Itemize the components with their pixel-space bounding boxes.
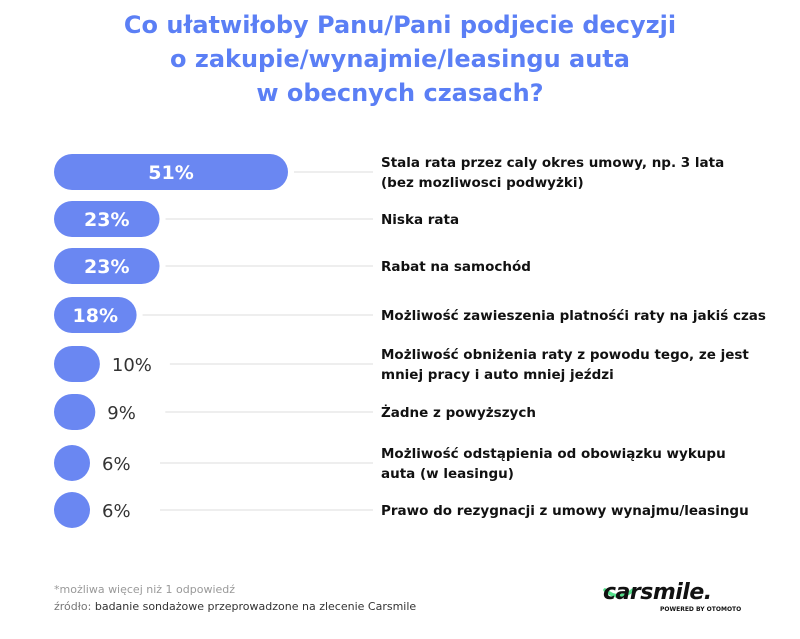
category-label: Rabat na samochód bbox=[381, 259, 531, 275]
category-label: Stala rata przez caly okres umowy, np. 3… bbox=[381, 155, 724, 191]
bar bbox=[54, 346, 100, 382]
bar bbox=[54, 445, 90, 481]
source-note: źródło: badanie sondażowe przeprowadzone… bbox=[54, 600, 416, 613]
category-label-line: Niska rata bbox=[381, 212, 459, 228]
category-label-line: Możliwość obniżenia raty z powodu tego, … bbox=[381, 347, 749, 363]
bar bbox=[54, 297, 137, 333]
logo-swoosh-icon bbox=[603, 588, 635, 598]
category-label-line: Rabat na samochód bbox=[381, 259, 531, 275]
value-label: 9% bbox=[107, 403, 136, 424]
value-label: 51% bbox=[148, 162, 193, 184]
value-label: 23% bbox=[84, 256, 129, 278]
category-label-line: mniej pracy i auto mniej jeździ bbox=[381, 367, 614, 383]
category-label: Prawo do rezygnacji z umowy wynajmu/leas… bbox=[381, 503, 749, 519]
bar bbox=[54, 492, 90, 528]
bar bbox=[54, 248, 160, 284]
source-prefix: źródło: bbox=[54, 600, 92, 613]
bar bbox=[54, 394, 96, 430]
logo-brand: carsmile. bbox=[603, 580, 712, 605]
bar bbox=[54, 154, 288, 190]
category-label-line: Możliwość zawieszenia platnośći raty na … bbox=[381, 308, 766, 324]
chart-title-line-1: Co ułatwiłoby Panu/Pani podjecie decyzji bbox=[123, 11, 677, 39]
category-label-line: Prawo do rezygnacji z umowy wynajmu/leas… bbox=[381, 503, 749, 519]
value-label: 6% bbox=[102, 454, 131, 475]
value-label: 6% bbox=[102, 501, 131, 522]
category-label-line: (bez mozliwosci podwyżki) bbox=[381, 175, 584, 191]
category-label-line: Żadne z powyższych bbox=[381, 404, 536, 421]
chart-title-line-2: o zakupie/wynajmie/leasingu auta bbox=[170, 45, 630, 73]
carsmile-logo: carsmile. POWERED BY OTOMOTO bbox=[603, 580, 753, 616]
category-label: Żadne z powyższych bbox=[381, 404, 536, 421]
source-text: badanie sondażowe przeprowadzone na zlec… bbox=[94, 600, 417, 613]
value-label: 23% bbox=[84, 209, 129, 231]
category-label-line: Możliwość odstąpienia od obowiązku wykup… bbox=[381, 446, 726, 462]
value-label: 18% bbox=[73, 305, 118, 327]
footnote: *możliwa więcej niż 1 odpowiedź bbox=[54, 583, 236, 596]
category-label-line: auta (w leasingu) bbox=[381, 466, 514, 482]
category-label: Możliwość obniżenia raty z powodu tego, … bbox=[381, 347, 749, 383]
category-label-line: Stala rata przez caly okres umowy, np. 3… bbox=[381, 155, 724, 171]
chart-title: Co ułatwiłoby Panu/Pani podjecie decyzji… bbox=[0, 8, 800, 110]
category-label: Możliwość odstąpienia od obowiązku wykup… bbox=[381, 446, 726, 482]
chart-title-line-3: w obecnych czasach? bbox=[256, 79, 544, 107]
value-label: 10% bbox=[112, 355, 152, 376]
bar bbox=[54, 201, 160, 237]
category-label: Możliwość zawieszenia platnośći raty na … bbox=[381, 308, 766, 324]
category-label: Niska rata bbox=[381, 212, 459, 228]
logo-sub: POWERED BY OTOMOTO bbox=[660, 606, 742, 613]
